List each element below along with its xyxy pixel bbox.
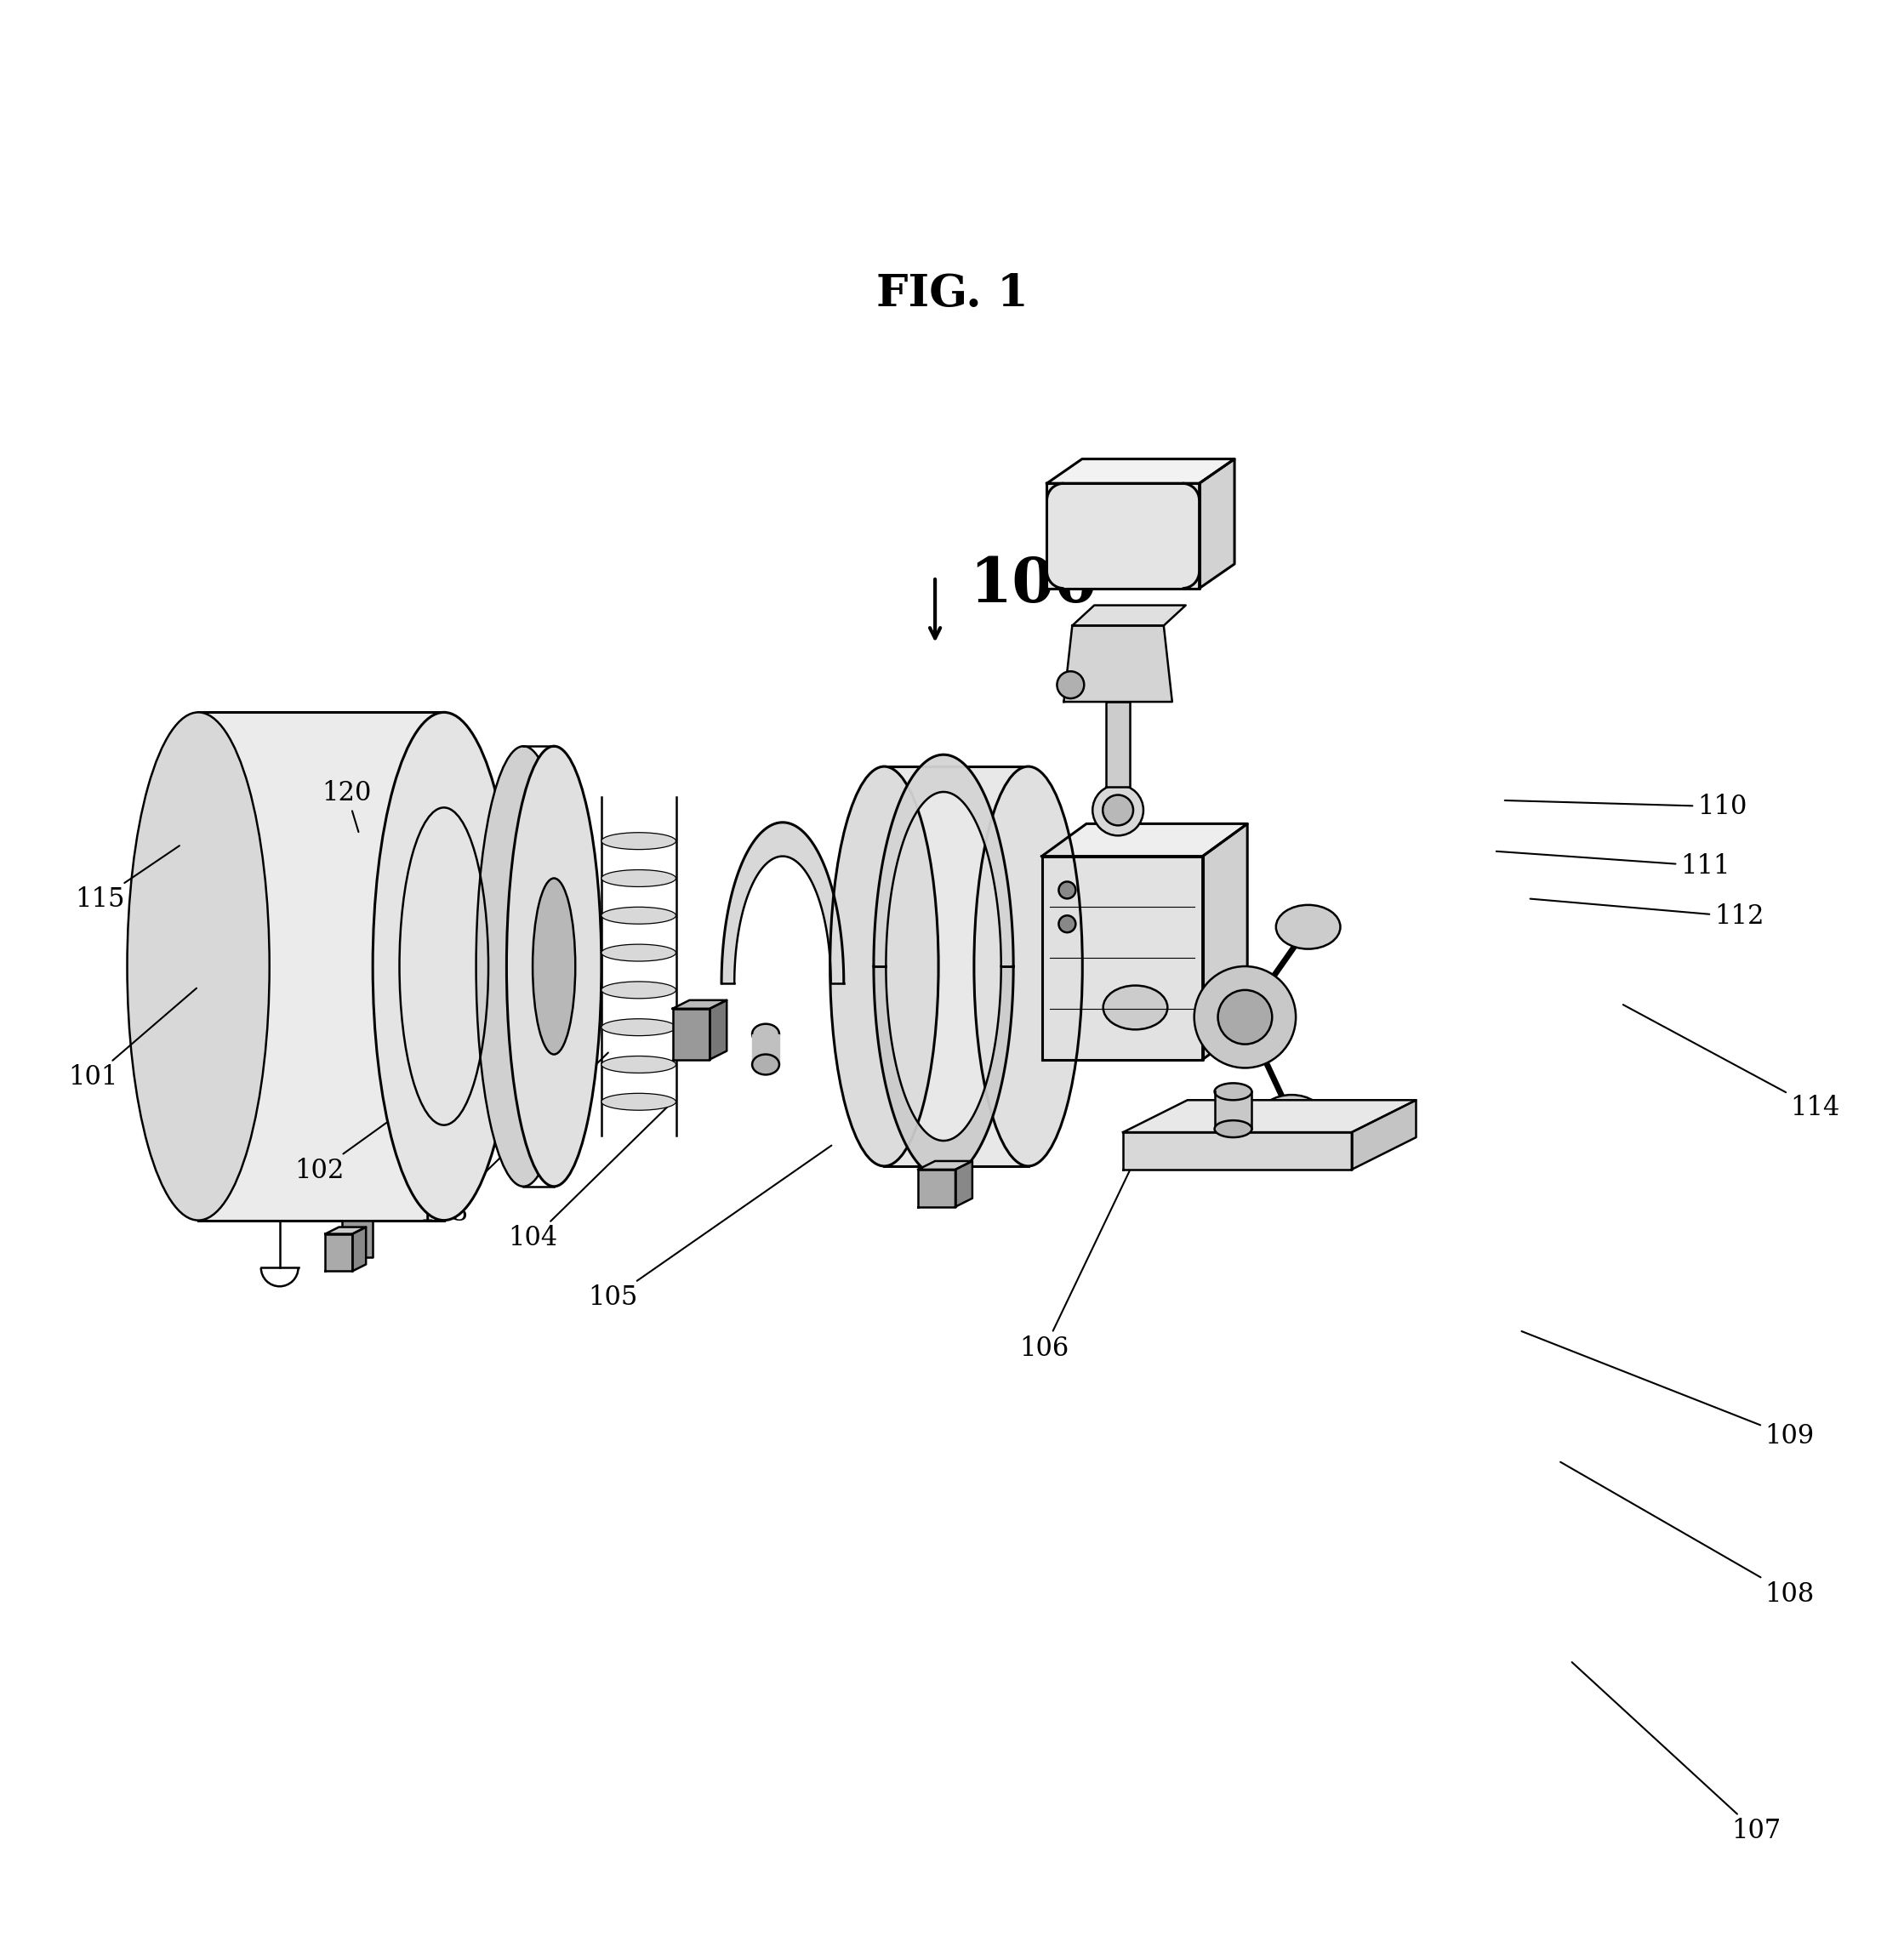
Polygon shape — [326, 1233, 352, 1272]
Polygon shape — [1123, 1133, 1352, 1169]
Polygon shape — [1041, 823, 1247, 856]
Polygon shape — [672, 1001, 727, 1009]
Ellipse shape — [602, 869, 676, 887]
Ellipse shape — [1276, 904, 1340, 949]
Ellipse shape — [602, 1018, 676, 1036]
Text: 109: 109 — [1521, 1332, 1815, 1450]
Ellipse shape — [1102, 796, 1133, 825]
Polygon shape — [874, 755, 1013, 966]
Circle shape — [1194, 966, 1297, 1069]
Polygon shape — [710, 1001, 727, 1059]
Text: 100: 100 — [969, 554, 1097, 616]
Polygon shape — [1047, 484, 1200, 589]
Ellipse shape — [975, 767, 1081, 1165]
Polygon shape — [874, 966, 1013, 1177]
Polygon shape — [1203, 823, 1247, 1059]
Polygon shape — [1072, 606, 1186, 625]
Polygon shape — [1215, 1092, 1251, 1129]
Polygon shape — [343, 1220, 373, 1258]
Ellipse shape — [533, 879, 575, 1055]
Text: 112: 112 — [1531, 898, 1763, 929]
Text: 105: 105 — [588, 1146, 832, 1311]
Polygon shape — [1123, 1100, 1417, 1133]
Ellipse shape — [602, 832, 676, 850]
Polygon shape — [1200, 459, 1234, 589]
Circle shape — [1059, 916, 1076, 933]
Polygon shape — [198, 712, 444, 1220]
Ellipse shape — [602, 908, 676, 923]
Text: 110: 110 — [1504, 794, 1746, 819]
Ellipse shape — [1102, 985, 1167, 1030]
Text: 122: 122 — [1017, 852, 1140, 918]
Text: 111: 111 — [1497, 852, 1731, 879]
Polygon shape — [1352, 1100, 1417, 1169]
Ellipse shape — [1215, 1082, 1251, 1100]
Ellipse shape — [1259, 1096, 1323, 1138]
Polygon shape — [1064, 625, 1173, 703]
Text: 107: 107 — [1573, 1663, 1780, 1845]
Ellipse shape — [476, 745, 571, 1187]
Polygon shape — [1106, 703, 1129, 786]
Text: 115: 115 — [74, 846, 179, 914]
Polygon shape — [1047, 459, 1234, 484]
Polygon shape — [883, 767, 1028, 1165]
Polygon shape — [672, 1009, 710, 1059]
Ellipse shape — [373, 712, 516, 1220]
Polygon shape — [352, 1227, 366, 1272]
Circle shape — [1059, 881, 1076, 898]
Text: 106: 106 — [1021, 1154, 1137, 1361]
Text: 108: 108 — [1561, 1462, 1815, 1607]
Circle shape — [1057, 672, 1083, 699]
Text: 101: 101 — [69, 987, 196, 1090]
Ellipse shape — [602, 945, 676, 962]
Ellipse shape — [128, 712, 270, 1220]
Polygon shape — [956, 1162, 973, 1206]
Polygon shape — [752, 1034, 779, 1065]
Ellipse shape — [602, 1094, 676, 1109]
Text: 120: 120 — [322, 780, 371, 832]
Ellipse shape — [602, 1055, 676, 1073]
Text: FIG. 1: FIG. 1 — [876, 271, 1028, 316]
Circle shape — [1219, 989, 1272, 1044]
Text: 103: 103 — [419, 1053, 607, 1225]
Polygon shape — [1041, 856, 1203, 1059]
Text: 102: 102 — [295, 1053, 484, 1185]
Ellipse shape — [602, 982, 676, 999]
Ellipse shape — [1093, 784, 1144, 836]
Text: 104: 104 — [508, 1104, 670, 1253]
Ellipse shape — [752, 1024, 779, 1044]
Text: 114: 114 — [1622, 1005, 1839, 1121]
Ellipse shape — [830, 767, 939, 1165]
Polygon shape — [722, 823, 843, 983]
Polygon shape — [918, 1169, 956, 1206]
Ellipse shape — [1215, 1121, 1251, 1136]
Polygon shape — [326, 1227, 366, 1233]
Ellipse shape — [752, 1055, 779, 1074]
Polygon shape — [918, 1162, 973, 1169]
Ellipse shape — [506, 745, 602, 1187]
